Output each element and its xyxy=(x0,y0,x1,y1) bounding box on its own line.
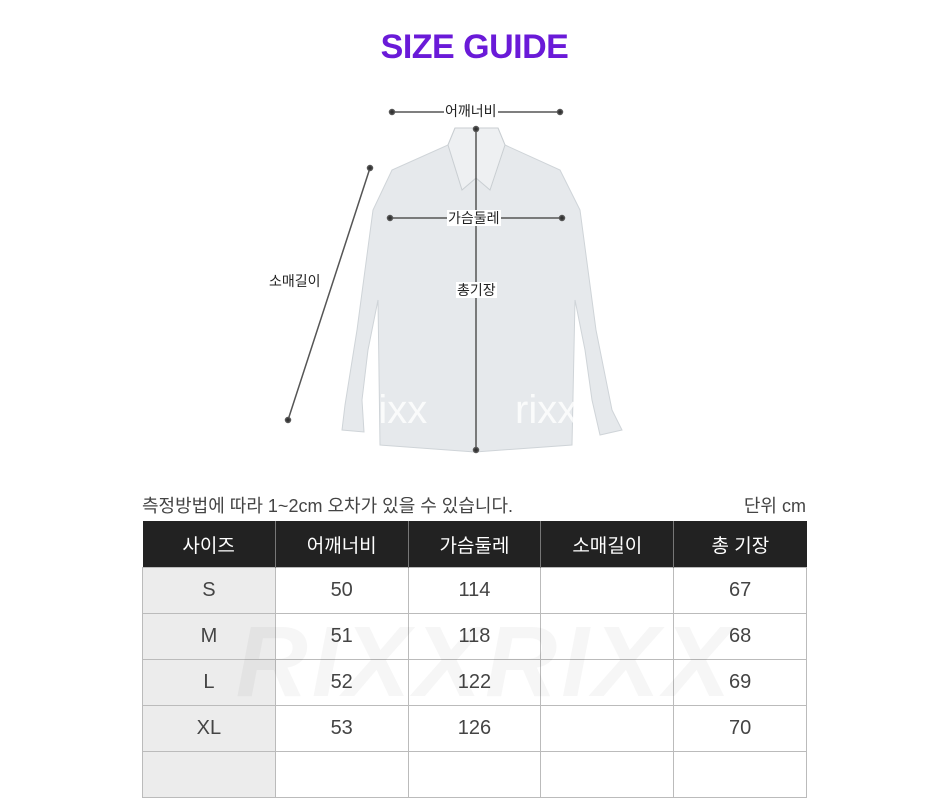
header-length: 총 기장 xyxy=(673,521,807,568)
value-cell: 118 xyxy=(407,613,542,660)
shirt-watermark: rixx xyxy=(365,388,428,432)
length-label: 총기장 xyxy=(456,282,497,298)
value-cell: 53 xyxy=(274,705,409,752)
table-row: L 52 122 69 xyxy=(142,659,807,706)
sleeve-line xyxy=(287,167,371,421)
table-row xyxy=(142,751,807,798)
size-cell: M xyxy=(142,613,276,660)
header-shoulder: 어깨너비 xyxy=(275,521,409,568)
table-row: XL 53 126 70 xyxy=(142,705,807,752)
unit-label: 단위 cm xyxy=(743,496,806,516)
sleeve-label: 소매길이 xyxy=(268,273,322,289)
value-cell: 50 xyxy=(274,567,409,614)
value-cell: 67 xyxy=(673,567,807,614)
header-chest: 가슴둘레 xyxy=(408,521,542,568)
value-cell: 126 xyxy=(407,705,542,752)
value-cell: 51 xyxy=(274,613,409,660)
value-cell xyxy=(673,751,807,798)
table-row: M 51 118 68 xyxy=(142,613,807,660)
value-cell xyxy=(540,659,675,706)
header-sleeve: 소매길이 xyxy=(540,521,675,568)
value-cell xyxy=(540,751,675,798)
size-table: 사이즈 어깨너비 가슴둘레 소매길이 총 기장 S 50 114 67 M 51 118 68… xyxy=(142,521,807,798)
table-row: S 50 114 67 xyxy=(142,567,807,614)
chest-label: 가슴둘레 xyxy=(447,210,501,226)
value-cell: 114 xyxy=(407,567,542,614)
page-title: SIZE GUIDE xyxy=(380,28,569,66)
value-cell: 122 xyxy=(407,659,542,706)
value-cell: 69 xyxy=(673,659,807,706)
size-cell: XL xyxy=(142,705,276,752)
table-header-row: 사이즈 어깨너비 가슴둘레 소매길이 총 기장 xyxy=(142,521,807,568)
value-cell: 68 xyxy=(673,613,807,660)
shirt-diagram xyxy=(284,108,623,454)
shoulder-label: 어깨너비 xyxy=(444,103,498,119)
value-cell: 52 xyxy=(274,659,409,706)
measurement-note: 측정방법에 따라 1~2cm 오차가 있을 수 있습니다. xyxy=(142,496,514,516)
size-cell: L xyxy=(142,659,276,706)
size-cell: S xyxy=(142,567,276,614)
header-size: 사이즈 xyxy=(142,521,276,568)
value-cell xyxy=(540,613,675,660)
value-cell xyxy=(407,751,542,798)
value-cell xyxy=(540,705,675,752)
value-cell: 70 xyxy=(673,705,807,752)
value-cell xyxy=(274,751,409,798)
shirt-watermark: rixx xyxy=(515,388,578,432)
value-cell xyxy=(540,567,675,614)
size-cell xyxy=(142,751,276,798)
